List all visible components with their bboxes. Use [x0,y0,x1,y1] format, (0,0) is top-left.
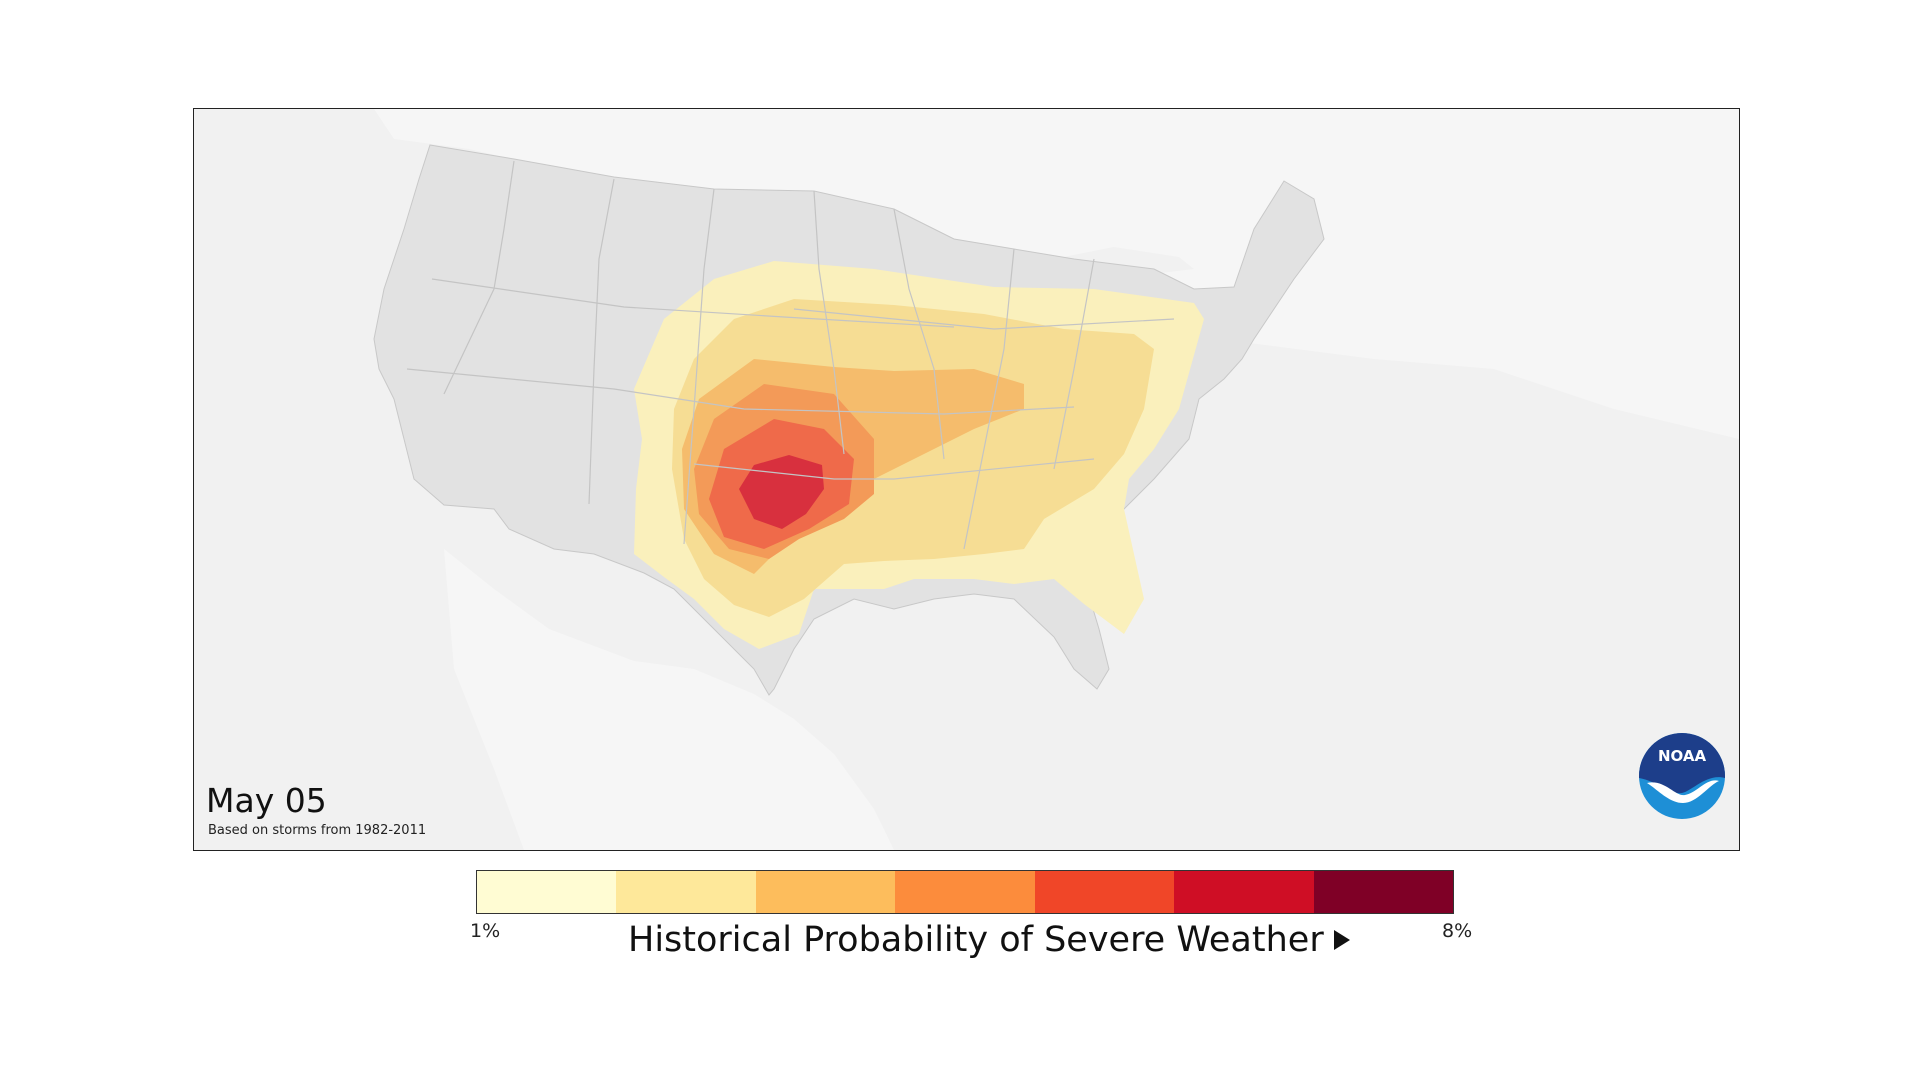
legend-color-bar [476,870,1454,914]
map-panel: May 05 Based on storms from 1982-2011 NO… [193,108,1740,851]
legend-swatch-2 [616,871,756,913]
legend-swatch-6 [1174,871,1314,913]
legend-min-label: 1% [470,920,501,942]
state-borders [406,160,1175,550]
legend-swatch-4 [895,871,1035,913]
legend-swatch-7 [1313,871,1453,913]
probability-legend: 1% Historical Probability of Severe Weat… [470,870,1472,960]
data-basis-note: Based on storms from 1982-2011 [208,823,427,838]
severe-weather-map [373,109,1739,850]
noaa-logo-icon: NOAA [1639,733,1725,819]
legend-swatch-1 [477,871,617,913]
legend-swatch-3 [755,871,896,913]
noaa-logo-text: NOAA [1658,747,1707,765]
legend-title-text: Historical Probability of Severe Weather [628,920,1324,960]
prob-contour-6 [739,455,824,529]
mexico-land [444,549,894,850]
legend-max-label: 8% [1442,920,1473,942]
play-arrow-icon[interactable] [1333,930,1350,950]
legend-title: Historical Probability of Severe Weather [628,920,1350,960]
legend-swatch-5 [1034,871,1175,913]
date-label: May 05 [206,781,327,820]
